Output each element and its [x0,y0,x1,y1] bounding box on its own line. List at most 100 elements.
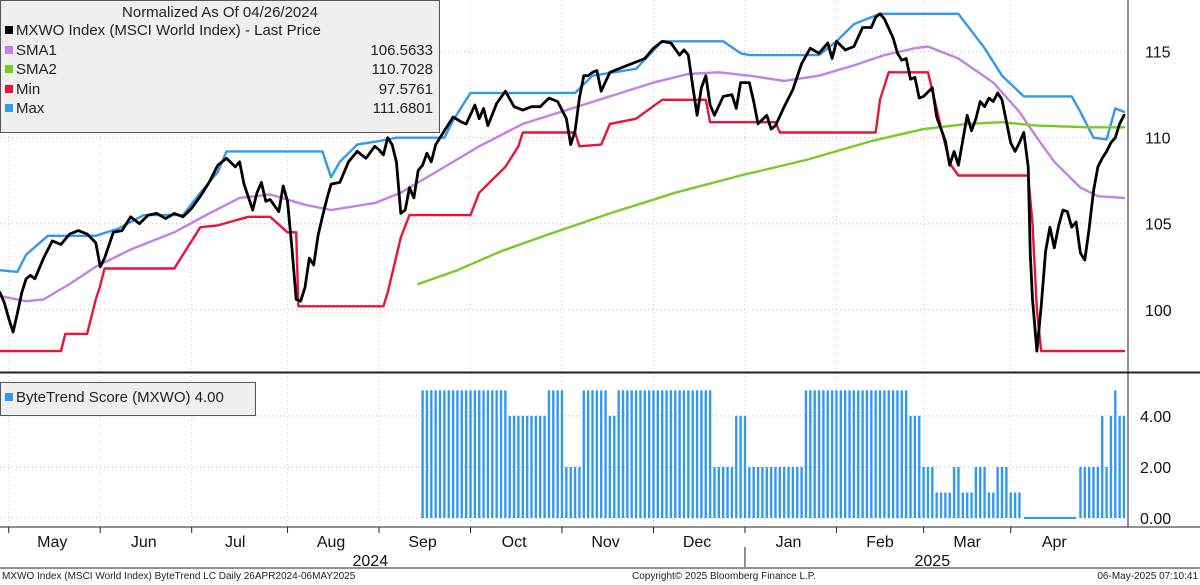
legend-swatch [5,65,13,73]
score-bar [473,390,477,519]
score-bar [883,390,886,519]
legend-swatch [5,45,13,54]
score-bar [735,415,738,519]
year-label: 2025 [915,553,951,570]
price-series [0,12,1126,353]
score-tick-label: 0.00 [1140,511,1171,528]
score-bar [948,492,951,519]
score-bar [848,390,851,519]
score-bar [970,492,973,519]
score-bar [782,466,786,519]
score-bar [634,390,638,519]
series-line [417,121,1126,286]
legend-item: SMA1 106.5633 [1,41,439,61]
score-bar [560,390,564,519]
month-label: Sep [408,534,437,551]
score-bar [739,415,742,519]
legend-item-value: 111.6801 [372,100,433,117]
score-bar [539,415,542,519]
score-bar [835,390,838,519]
month-label: Nov [591,534,619,551]
axes: 100 105 110 115 0.00 2.00 4.00 May Jun Jul Aug Sep O… [0,0,1200,570]
score-bar [1114,390,1117,519]
score-bar [904,390,908,519]
month-label: Jun [131,534,157,551]
score-bar [604,390,607,519]
score-bar [682,390,686,519]
score-bar [778,466,782,519]
score-bar [691,390,694,519]
score-bar [674,390,677,519]
score-bar [865,390,869,519]
score-bar [678,390,681,519]
score-bar [591,390,594,519]
score-bar [717,466,721,519]
score-bar [730,466,734,519]
score-bar [887,390,890,519]
score-bar [765,466,768,519]
legend-title: Normalized As Of 04/26/2024 [122,4,318,21]
score-bar [464,390,468,519]
score-bar [774,466,777,519]
month-label: Mar [953,534,981,551]
main-legend: Normalized As Of 04/26/2024 MXWO Index (… [0,0,440,133]
score-bar [543,415,546,519]
legend-item-name: SMA1 [16,41,57,59]
month-label: Jan [776,534,802,551]
score-bar [870,390,873,519]
score-bar [726,466,729,519]
score-bar [495,390,498,519]
score-bar [547,390,551,519]
score-bar [961,492,965,519]
score-bar [787,466,790,519]
score-bar [857,390,860,519]
score-bar [743,415,747,519]
score-bar [852,390,856,519]
score-bar [586,390,590,519]
score-bar [661,390,664,519]
score-bar [552,390,555,519]
score-bar [839,390,843,519]
score-bar [478,390,481,519]
score-bar [974,466,978,519]
legend-item-name: SMA2 [16,61,57,78]
score-bar [922,466,925,519]
score-bar [756,466,760,519]
score-legend-label: ByteTrend Score (MXWO) 4.00 [16,389,224,406]
score-bar [878,390,882,519]
score-bar [1079,466,1082,519]
score-bar [456,390,459,519]
score-bar [517,415,520,519]
score-bar [556,390,559,519]
score-bar [704,390,707,519]
score-bar [874,390,877,519]
score-bar [957,466,960,519]
score-bar [952,466,956,519]
score-bar [1009,492,1012,519]
series-line [0,45,1126,303]
legend-swatch [5,26,13,34]
score-bar [469,390,472,519]
score-bar [534,415,538,519]
score-bar [617,390,620,519]
score-bar [700,390,703,519]
score-bar [608,415,612,519]
score-bar [861,390,864,519]
score-bar [796,466,799,519]
score-bar [665,390,668,519]
score-bar [791,466,795,519]
score-legend-swatch [5,393,13,401]
score-bar [687,390,690,519]
score-bar [721,466,725,519]
score-bar [1013,492,1017,519]
score-bar [944,492,947,519]
score-bar [931,466,934,519]
score-bar [926,466,930,519]
score-bar [451,390,455,519]
score-bar [695,390,699,519]
score-bar [512,415,516,519]
y-tick-label: 115 [1145,45,1171,62]
score-bar [996,466,999,519]
score-bar [1083,466,1086,519]
score-bar [669,390,673,519]
